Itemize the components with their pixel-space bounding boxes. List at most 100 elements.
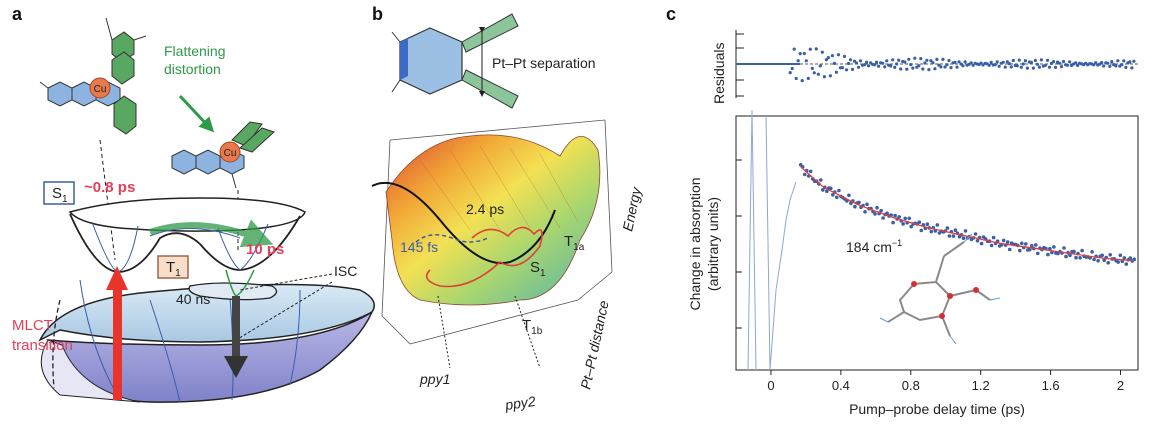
data-point (945, 226, 950, 230)
residual-point (824, 58, 829, 62)
residual-point (1124, 65, 1128, 69)
cu-molecule-flattened-icon (171, 121, 275, 189)
residual-point (822, 75, 827, 79)
residual-point (850, 67, 855, 71)
data-point (1072, 249, 1076, 254)
x-tick-label: 2 (1117, 378, 1124, 393)
data-point (1128, 256, 1133, 260)
residual-point (943, 65, 947, 69)
residual-point (1047, 65, 1052, 69)
residual-point (856, 65, 861, 69)
residual-point (1049, 61, 1054, 66)
residual-point (1061, 59, 1066, 64)
data-point (1116, 260, 1120, 264)
data-point (865, 202, 869, 207)
t1-state-label: T (166, 259, 175, 276)
residual-point (1035, 62, 1039, 66)
residual-point (875, 60, 879, 64)
residual-point (997, 64, 1001, 68)
data-point (897, 215, 901, 219)
residual-point (828, 74, 833, 78)
data-point (1052, 245, 1056, 249)
residual-point (1053, 65, 1058, 69)
residual-point (1114, 64, 1118, 68)
data-point (829, 186, 833, 191)
mlct-line2: transition (12, 337, 73, 354)
residual-point (1031, 66, 1035, 70)
t1b-label: T (522, 317, 531, 334)
residual-point (794, 76, 798, 81)
residual-point (788, 71, 792, 75)
data-point (1074, 255, 1078, 260)
residual-point (989, 60, 993, 64)
time-08ps: ~0.8 ps (84, 179, 135, 196)
residual-point (1045, 58, 1050, 62)
time-10ps: 10 ps (246, 241, 284, 258)
residual-point (905, 67, 909, 71)
data-point (879, 208, 883, 213)
trajectory-red (425, 226, 543, 288)
residual-point (971, 63, 975, 67)
data-point (1062, 246, 1066, 250)
x-tick-label: 0 (767, 378, 774, 393)
data-point (847, 193, 851, 198)
residual-point (923, 61, 927, 65)
svg-text:T1b: T1b (522, 317, 543, 337)
flattening-line2: distortion (164, 61, 221, 77)
residual-point (1100, 61, 1104, 65)
residual-point (957, 60, 961, 64)
flattening-line1: Flattening (164, 43, 225, 59)
data-point (973, 232, 978, 236)
data-point (1100, 253, 1104, 258)
residual-point (1068, 60, 1072, 64)
data-point (821, 188, 825, 192)
residual-point (814, 47, 818, 51)
residual-point (1009, 65, 1013, 69)
data-point (1034, 243, 1038, 247)
isc-label: ISC (334, 263, 357, 279)
svg-text:(arbitrary units): (arbitrary units) (705, 197, 721, 291)
panel-a-letter: a (12, 4, 23, 24)
svg-text:184 cm−1: 184 cm−1 (846, 238, 902, 255)
plot-frame (735, 115, 1139, 371)
residual-point (1023, 59, 1027, 63)
svg-text:Change in absorption: Change in absorption (687, 177, 703, 310)
data-point (1096, 259, 1100, 263)
residual-point (877, 64, 881, 68)
residual-point (840, 66, 845, 70)
data-point (1122, 256, 1127, 260)
data-point (1132, 257, 1137, 262)
data-point (1024, 242, 1028, 246)
residual-point (935, 57, 939, 62)
data-point (975, 239, 980, 243)
residual-point (1039, 58, 1043, 62)
annotation-sup: −1 (892, 238, 902, 248)
residual-point (844, 68, 849, 72)
data-point (909, 224, 913, 229)
pes-surface (385, 134, 601, 306)
data-point (1018, 248, 1022, 253)
residual-point (820, 50, 824, 54)
s1-state-box (43, 181, 75, 205)
residual-point (995, 60, 999, 64)
residual-point (1059, 65, 1064, 69)
residual-point (1094, 61, 1098, 65)
isc-arrow (232, 296, 240, 360)
residual-point (919, 57, 923, 61)
data-point (825, 189, 829, 193)
residual-point (897, 58, 901, 62)
residual-point (917, 64, 921, 68)
residual-point (1033, 58, 1037, 63)
residual-point (796, 59, 800, 63)
data-point (891, 220, 895, 225)
t1-state-sub: 1 (175, 268, 181, 279)
pes-box (381, 119, 613, 345)
residual-point (933, 67, 937, 71)
residual-point (881, 61, 885, 65)
data-point (1092, 257, 1096, 262)
ppy2-label: ppy2 (503, 393, 536, 413)
ppy1-label: ppy1 (419, 371, 450, 387)
residual-point (907, 57, 911, 61)
data-point (1078, 255, 1082, 260)
data-point (991, 235, 996, 240)
